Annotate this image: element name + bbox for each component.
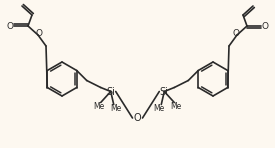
Text: Me: Me (171, 102, 182, 111)
Text: O: O (232, 29, 240, 37)
Text: O: O (35, 29, 43, 37)
Text: O: O (134, 113, 141, 123)
Text: Me: Me (110, 104, 121, 113)
Text: Me: Me (154, 104, 165, 113)
Text: O: O (262, 21, 268, 30)
Text: Me: Me (93, 102, 104, 111)
Text: O: O (7, 21, 13, 30)
Text: Si: Si (106, 86, 115, 96)
Text: Si: Si (160, 86, 169, 96)
